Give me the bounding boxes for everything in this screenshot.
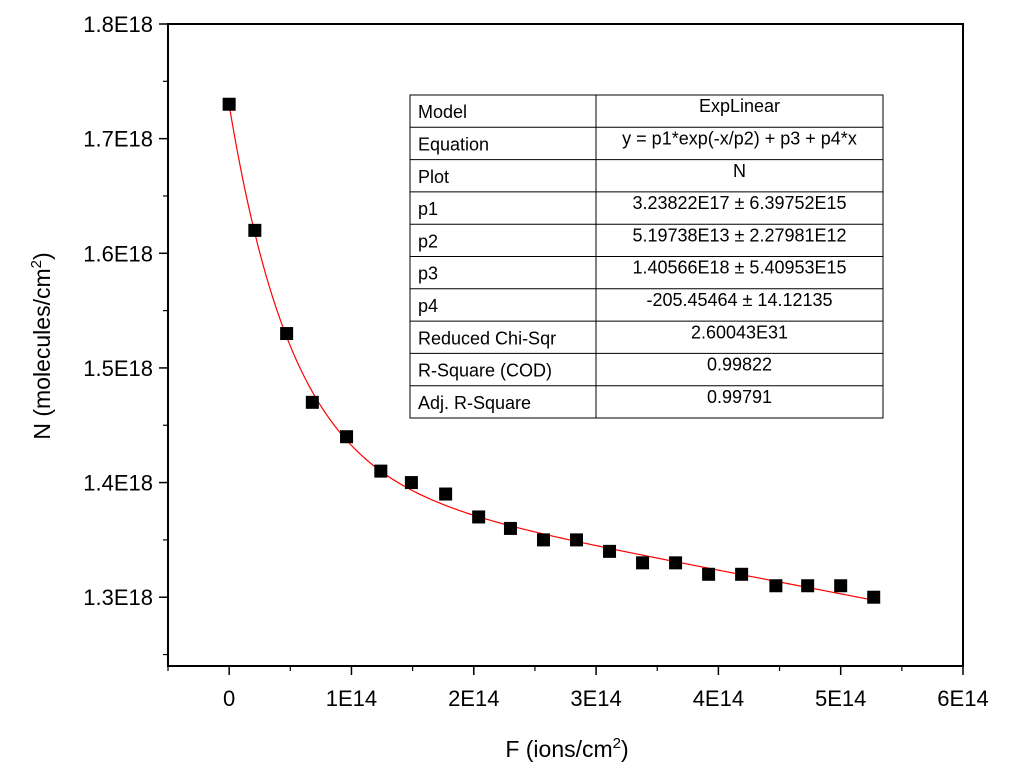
data-point	[636, 556, 650, 570]
table-key: Plot	[418, 167, 449, 187]
plot-frame	[167, 23, 964, 667]
data-point	[404, 476, 418, 490]
table-value: 0.99822	[707, 355, 772, 375]
table-value: 3.23822E17 ± 6.39752E15	[632, 193, 846, 213]
table-value: 5.19738E13 ± 2.27981E12	[632, 225, 846, 245]
table-key: p1	[418, 199, 438, 219]
table-value: -205.45464 ± 14.12135	[646, 290, 832, 310]
data-point	[834, 579, 848, 593]
data-point	[801, 579, 815, 593]
table-key: Model	[418, 102, 467, 122]
table-key: p2	[418, 231, 438, 251]
fit-results-table: Model ExpLinear Equation y = p1*exp(-x/p2) …	[409, 94, 884, 419]
data-point	[536, 533, 550, 547]
y-tick-label: 1.6E18	[83, 241, 153, 266]
x-tick-label: 2E14	[448, 686, 499, 711]
table-key: p3	[418, 264, 438, 284]
data-point	[735, 567, 749, 581]
axes: 0 1E14 2E14 3E14 4E14 5E14 6E14 1.3E18 1.4E18 1.5…	[83, 12, 988, 711]
data-point	[340, 430, 354, 444]
data-point	[867, 590, 881, 604]
data-point	[305, 395, 319, 409]
y-tick-label: 1.5E18	[83, 356, 153, 381]
x-tick-label: 3E14	[570, 686, 621, 711]
data-point	[222, 97, 236, 111]
table-value: 0.99791	[707, 387, 772, 407]
table-key: Adj. R-Square	[418, 393, 531, 413]
data-points-layer	[222, 97, 881, 604]
x-tick-label: 1E14	[326, 686, 377, 711]
table-value: 1.40566E18 ± 5.40953E15	[632, 258, 846, 278]
fit-curve	[228, 104, 874, 601]
x-tick-label: 0	[223, 686, 235, 711]
table-key: Reduced Chi-Sqr	[418, 328, 556, 348]
data-point	[503, 521, 517, 535]
data-point	[603, 544, 617, 558]
data-point	[248, 223, 262, 237]
data-point	[439, 487, 453, 501]
table-value: ExpLinear	[699, 96, 780, 116]
table-key: p4	[418, 296, 438, 316]
y-tick-label: 1.7E18	[83, 127, 153, 152]
data-point	[570, 533, 584, 547]
table-value: y = p1*exp(-x/p2) + p3 + p4*x	[622, 128, 857, 148]
table-key: Equation	[418, 134, 489, 154]
x-tick-label: 4E14	[693, 686, 744, 711]
data-point	[702, 567, 716, 581]
x-tick-label: 6E14	[937, 686, 988, 711]
y-axis-title: N (molecules/cm2)	[28, 252, 55, 439]
data-point	[280, 327, 294, 341]
data-point	[669, 556, 683, 570]
data-point	[374, 464, 388, 478]
fit-curve-layer	[228, 104, 874, 601]
data-point	[769, 579, 783, 593]
x-tick-label: 5E14	[815, 686, 866, 711]
axis-titles: F (ions/cm2) N (molecules/cm2)	[28, 252, 629, 762]
y-tick-label: 1.8E18	[83, 12, 153, 37]
table-value: N	[733, 161, 746, 181]
data-point	[472, 510, 486, 524]
table-value: 2.60043E31	[691, 322, 788, 342]
y-tick-label: 1.4E18	[83, 471, 153, 496]
x-axis-title: F (ions/cm2)	[505, 735, 628, 762]
table-key: R-Square (COD)	[418, 361, 552, 381]
y-tick-label: 1.3E18	[83, 585, 153, 610]
